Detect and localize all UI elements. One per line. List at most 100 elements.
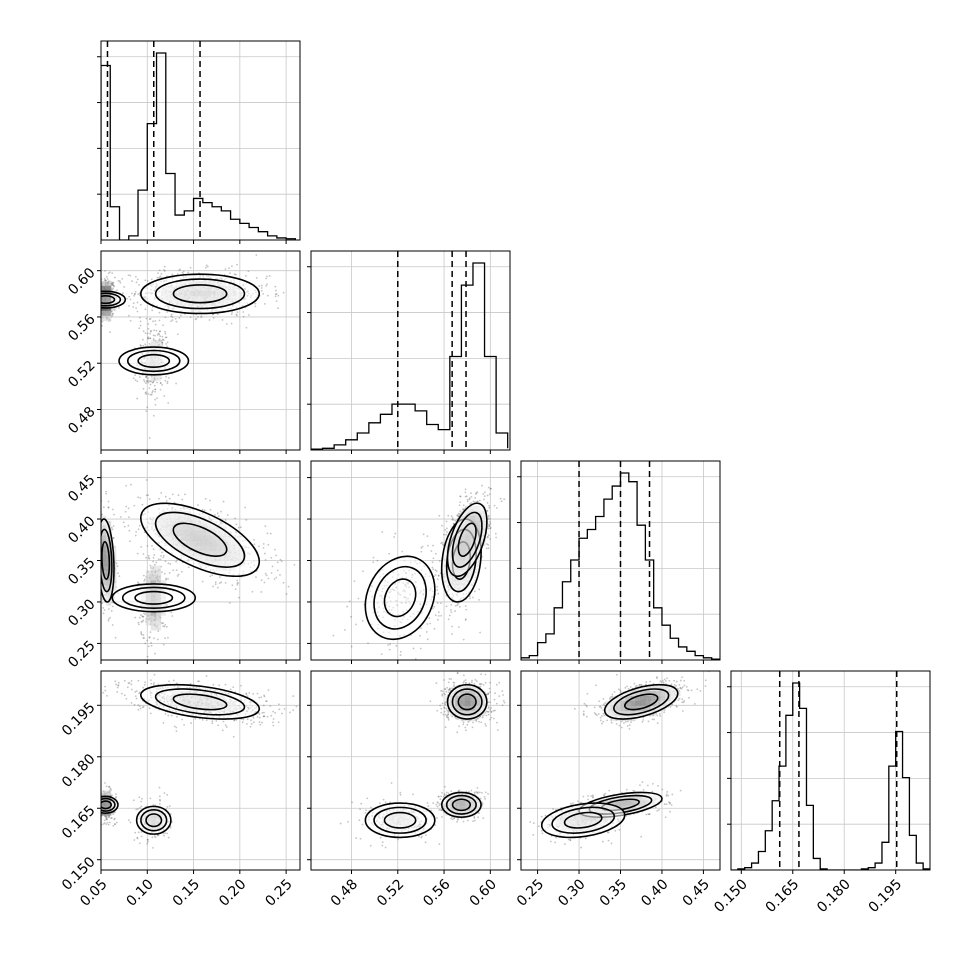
scatter-point	[124, 526, 126, 528]
scatter-point	[154, 399, 156, 401]
scatter-point	[163, 555, 165, 557]
scatter-point	[98, 544, 100, 546]
scatter-point	[242, 311, 244, 313]
scatter-point	[97, 304, 99, 306]
scatter-point	[302, 574, 304, 576]
density-cell	[146, 570, 151, 575]
scatter-point	[147, 377, 149, 379]
scatter-point	[107, 278, 109, 280]
scatter-point	[99, 801, 101, 803]
scatter-point	[465, 618, 467, 620]
scatter-point	[99, 297, 101, 299]
scatter-point	[107, 822, 109, 824]
scatter-point	[159, 330, 161, 332]
scatter-point	[99, 293, 101, 295]
scatter-point	[148, 328, 150, 330]
scatter-point	[244, 507, 246, 509]
scatter-point	[269, 275, 271, 277]
scatter-point	[206, 264, 208, 266]
density-cell	[101, 281, 106, 286]
scatter-point	[436, 589, 438, 591]
scatter-point	[153, 637, 155, 639]
scatter-point	[164, 331, 166, 333]
contours	[353, 498, 495, 650]
scatter-point	[135, 535, 137, 537]
scatter-point	[175, 318, 177, 320]
scatter-point	[108, 507, 110, 509]
scatter-point	[95, 585, 97, 587]
scatter-point	[98, 536, 100, 538]
scatter-point	[362, 620, 364, 622]
scatter-point	[167, 562, 169, 564]
scatter-point	[217, 313, 219, 315]
density-cell	[151, 625, 156, 630]
scatter-point	[113, 285, 115, 287]
scatter-point	[438, 575, 440, 577]
scatter-point	[162, 342, 164, 344]
scatter-point	[162, 557, 164, 559]
scatter-point	[432, 561, 434, 563]
scatter-point	[420, 551, 422, 553]
scatter-point	[438, 615, 440, 617]
scatter-point	[155, 330, 157, 332]
scatter-point	[153, 329, 155, 331]
scatter-point	[143, 616, 145, 618]
scatter-point	[92, 286, 94, 288]
scatter-point	[104, 270, 106, 272]
scatter-point	[229, 602, 231, 604]
scatter-point	[420, 648, 422, 650]
scatter-point	[283, 582, 285, 584]
scatter-point	[130, 320, 132, 322]
scatter-point	[150, 330, 152, 332]
scatter-point	[128, 274, 130, 276]
scatter-point	[209, 575, 211, 577]
scatter-point	[152, 381, 154, 383]
panel-0-0	[97, 41, 300, 244]
scatter-point	[486, 510, 488, 512]
scatter-point	[160, 492, 162, 494]
scatter-point	[175, 383, 177, 385]
scatter-point	[449, 615, 451, 617]
scatter-point	[235, 314, 237, 316]
scatter-point	[148, 382, 150, 384]
density-cell	[101, 311, 106, 316]
scatter-point	[446, 531, 448, 533]
scatter-point	[432, 608, 434, 610]
scatter-point	[104, 609, 106, 611]
scatter-point	[106, 276, 108, 278]
scatter-point	[223, 501, 225, 503]
scatter-point	[135, 307, 137, 309]
scatter-point	[139, 617, 141, 619]
scatter-point	[96, 591, 98, 593]
scatter-point	[344, 629, 346, 631]
scatter-point	[166, 626, 168, 628]
scatter-point	[280, 559, 282, 561]
scatter-point	[286, 593, 288, 595]
scatter-point	[351, 646, 353, 648]
scatter-point	[261, 290, 263, 292]
scatter-point	[150, 384, 152, 386]
scatter-point	[465, 488, 467, 490]
scatter-point	[119, 280, 121, 282]
scatter-point	[137, 302, 139, 304]
scatter-point	[96, 302, 98, 304]
scatter-point	[145, 393, 147, 395]
scatter-point	[367, 642, 369, 644]
panel-1-0	[85, 251, 310, 454]
scatter-point	[101, 602, 103, 604]
scatter-point	[161, 344, 163, 346]
scatter-point	[446, 521, 448, 523]
scatter-point	[169, 498, 171, 500]
scatter-point	[231, 323, 233, 325]
scatter-point	[98, 307, 100, 309]
scatter-point	[440, 602, 442, 604]
scatter-point	[438, 611, 440, 613]
scatter-point	[128, 296, 130, 298]
scatter-point	[98, 282, 100, 284]
scatter-point	[165, 579, 167, 581]
scatter-point	[139, 525, 141, 527]
density-cell	[101, 316, 106, 321]
scatter-point	[143, 575, 145, 577]
scatter-point	[333, 635, 335, 637]
scatter-point	[151, 309, 153, 311]
